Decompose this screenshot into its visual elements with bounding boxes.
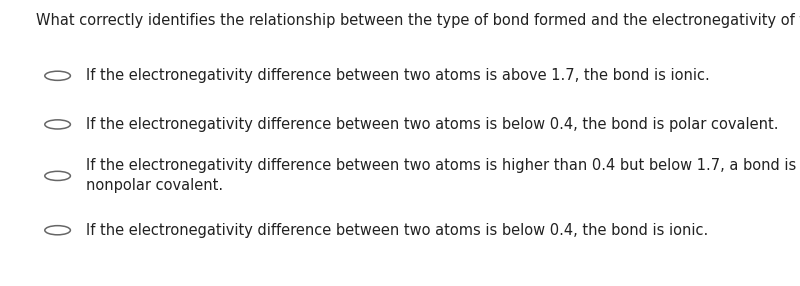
Text: If the electronegativity difference between two atoms is below 0.4, the bond is : If the electronegativity difference betw… xyxy=(86,223,709,238)
Circle shape xyxy=(45,171,70,180)
Text: If the electronegativity difference between two atoms is above 1.7, the bond is : If the electronegativity difference betw… xyxy=(86,68,710,83)
Text: If the electronegativity difference between two atoms is higher than 0.4 but bel: If the electronegativity difference betw… xyxy=(86,158,797,193)
Circle shape xyxy=(45,71,70,80)
Text: What correctly identifies the relationship between the type of bond formed and t: What correctly identifies the relationsh… xyxy=(36,13,800,28)
Circle shape xyxy=(45,226,70,235)
Circle shape xyxy=(45,120,70,129)
Text: If the electronegativity difference between two atoms is below 0.4, the bond is : If the electronegativity difference betw… xyxy=(86,117,779,132)
